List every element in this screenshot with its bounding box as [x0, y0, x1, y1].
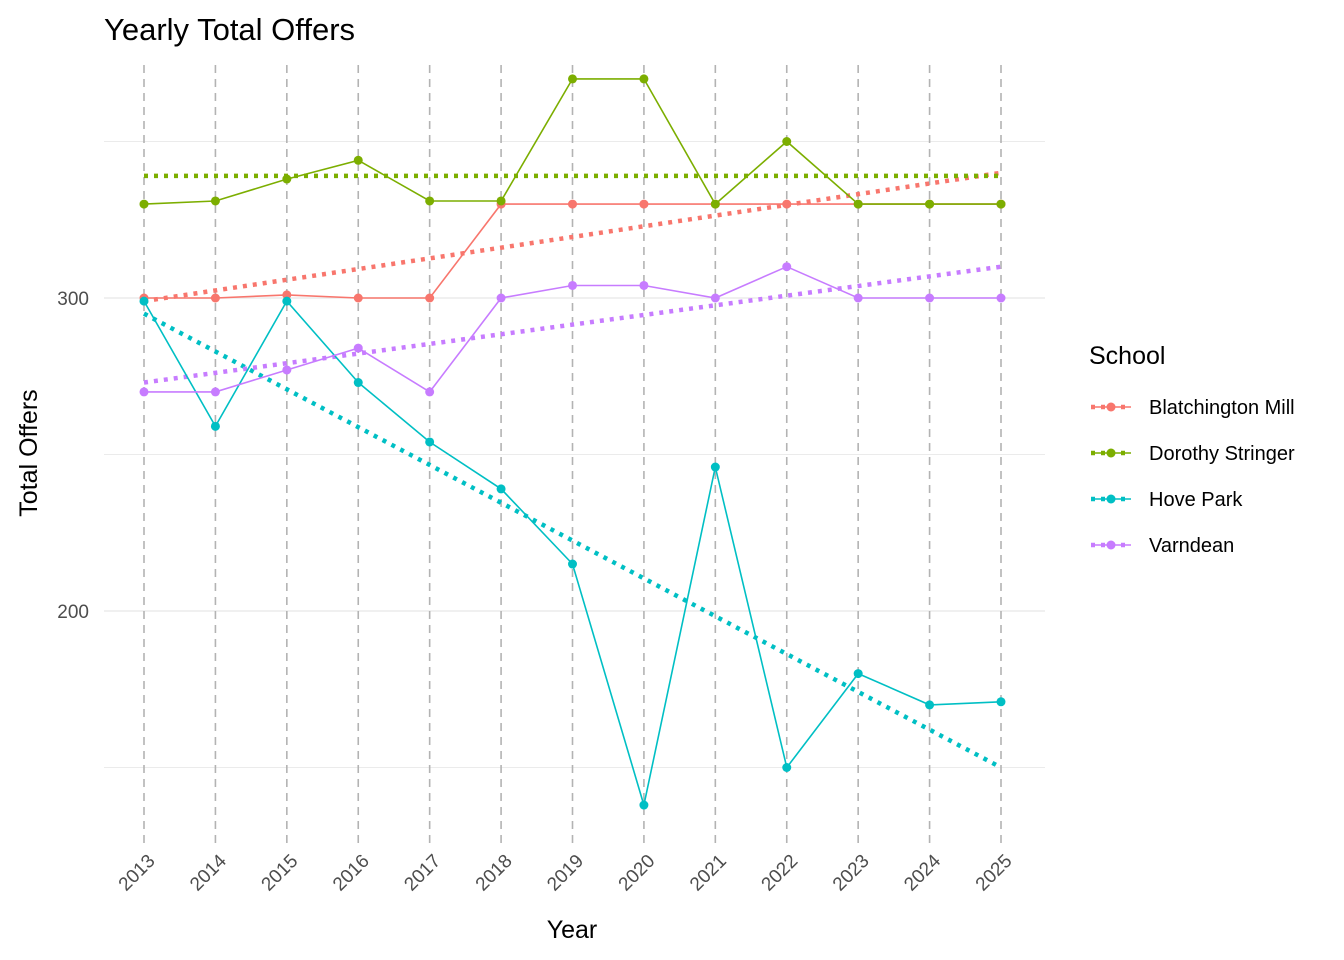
data-point [496, 196, 506, 206]
legend-label: Varndean [1149, 535, 1234, 557]
y-axis-title: Total Offers [15, 389, 43, 516]
legend-key-point [1106, 540, 1116, 550]
legend-key-point [1106, 448, 1116, 458]
x-tick-label: 2017 [400, 851, 445, 896]
legend-title: School [1089, 342, 1165, 370]
x-axis-ticks: 2013 2014 2015 2016 2017 2018 2019 2020 2021 2022… [115, 850, 1017, 895]
data-point [282, 365, 292, 375]
data-point [853, 199, 863, 209]
x-tick-label: 2018 [472, 851, 517, 896]
y-tick-label: 200 [57, 602, 89, 623]
data-point [139, 296, 149, 306]
data-point [782, 199, 792, 209]
data-point [210, 387, 220, 397]
data-point [925, 199, 935, 209]
x-tick-label: 2013 [115, 851, 160, 896]
data-point [925, 293, 935, 303]
x-tick-label: 2016 [329, 851, 374, 896]
data-point [496, 293, 506, 303]
y-axis-ticks: 200 300 [57, 289, 89, 623]
data-point [996, 697, 1006, 707]
data-point [925, 700, 935, 710]
data-point [139, 199, 149, 209]
data-point [853, 669, 863, 679]
data-point [710, 293, 720, 303]
x-tick-label: 2019 [543, 851, 588, 896]
legend-label: Dorothy Stringer [1149, 443, 1295, 465]
data-point [210, 196, 220, 206]
trend-line [143, 170, 1002, 304]
data-point [210, 293, 220, 303]
series-layer [139, 74, 1006, 810]
x-axis-title: Year [547, 916, 598, 944]
chart-title: Yearly Total Offers [104, 12, 355, 47]
data-point [353, 155, 363, 165]
data-point [496, 484, 506, 494]
data-point [639, 800, 649, 810]
legend-label: Blatchington Mill [1149, 397, 1295, 419]
trend-line [142, 311, 1003, 770]
data-point [639, 74, 649, 84]
legend-key-point [1106, 494, 1116, 504]
data-point [639, 199, 649, 209]
data-point [568, 559, 577, 569]
x-tick-label: 2023 [829, 851, 874, 896]
trend-line [143, 264, 1002, 385]
x-tick-label: 2021 [686, 851, 731, 896]
data-point [425, 196, 435, 206]
grid [104, 65, 1045, 848]
data-point [782, 137, 792, 146]
data-point [282, 296, 292, 306]
data-point [282, 174, 292, 184]
x-tick-label: 2014 [186, 850, 231, 895]
y-tick-label: 300 [57, 289, 89, 310]
data-point [353, 378, 363, 388]
data-point [425, 437, 435, 447]
x-tick-label: 2020 [615, 851, 660, 896]
data-point [710, 199, 720, 209]
data-point [710, 462, 720, 472]
x-tick-label: 2022 [758, 851, 803, 896]
x-tick-label: 2015 [258, 851, 303, 896]
data-point [782, 763, 792, 772]
data-point [353, 293, 363, 303]
data-point [425, 293, 435, 303]
legend-key-point [1106, 402, 1116, 412]
data-point [568, 74, 577, 84]
data-point [996, 293, 1006, 303]
data-point [282, 290, 292, 300]
data-point [568, 280, 577, 290]
data-point [568, 199, 577, 209]
data-point [782, 262, 792, 272]
data-point [853, 293, 863, 303]
x-tick-label: 2025 [972, 851, 1017, 896]
data-point [639, 280, 649, 290]
data-point [210, 421, 220, 431]
data-point [353, 343, 363, 353]
x-tick-label: 2024 [900, 850, 945, 895]
data-point [425, 387, 435, 397]
data-point [996, 199, 1006, 209]
data-point [139, 387, 149, 397]
legend-label: Hove Park [1149, 489, 1243, 511]
legend: School Blatchington Mill Dorothy Stringer… [1089, 342, 1295, 557]
